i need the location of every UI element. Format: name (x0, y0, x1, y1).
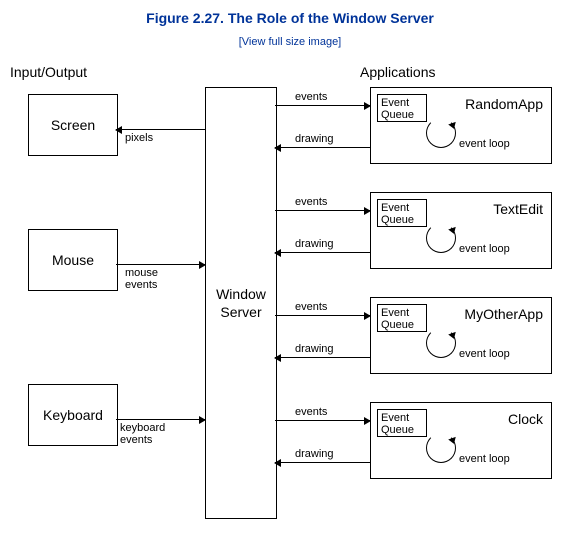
app-name: RandomApp (465, 96, 543, 112)
event-queue-box: EventQueue (377, 94, 427, 122)
event-queue-box: EventQueue (377, 409, 427, 437)
arrow-label-drawing: drawing (295, 133, 334, 145)
arrow-label-drawing: drawing (295, 238, 334, 250)
event-loop-icon (426, 223, 456, 253)
arrow-keyboard (116, 419, 205, 420)
event-queue-box: EventQueue (377, 304, 427, 332)
app-box: EventQueue RandomApp event loop (370, 87, 552, 164)
io-box-label: Screen (51, 117, 95, 133)
io-box-label: Mouse (52, 252, 94, 268)
arrow-drawing (275, 252, 370, 253)
diagram: Input/Output Applications Screen Mouse K… (0, 54, 580, 534)
arrow-label-pixels: pixels (125, 132, 153, 144)
io-box-label: Keyboard (43, 407, 103, 423)
app-name: Clock (508, 411, 543, 427)
app-name: MyOtherApp (464, 306, 543, 322)
arrow-drawing (275, 357, 370, 358)
arrow-events (275, 315, 370, 316)
event-loop-label: event loop (459, 453, 510, 465)
event-loop-label: event loop (459, 138, 510, 150)
window-server-box: WindowServer (205, 87, 277, 519)
arrow-drawing (275, 147, 370, 148)
arrow-label-drawing: drawing (295, 448, 334, 460)
app-box: EventQueue Clock event loop (370, 402, 552, 479)
apps-section-label: Applications (360, 64, 436, 80)
io-section-label: Input/Output (10, 64, 87, 80)
arrow-label-events: events (295, 301, 327, 313)
arrow-events (275, 210, 370, 211)
app-box: EventQueue MyOtherApp event loop (370, 297, 552, 374)
figure-title: Figure 2.27. The Role of the Window Serv… (0, 0, 580, 26)
io-box-screen: Screen (28, 94, 118, 156)
app-name: TextEdit (493, 201, 543, 217)
view-full-link[interactable]: [View full size image] (0, 36, 580, 48)
event-loop-icon (426, 118, 456, 148)
arrow-label-keyboard: keyboardevents (120, 422, 165, 446)
arrow-events (275, 105, 370, 106)
window-server-label: WindowServer (216, 285, 266, 321)
arrow-events (275, 420, 370, 421)
arrow-pixels (116, 129, 205, 130)
arrow-label-events: events (295, 406, 327, 418)
event-loop-label: event loop (459, 243, 510, 255)
app-box: EventQueue TextEdit event loop (370, 192, 552, 269)
arrow-label-events: events (295, 91, 327, 103)
arrow-label-mouse: mouseevents (125, 267, 158, 291)
arrow-label-events: events (295, 196, 327, 208)
event-loop-label: event loop (459, 348, 510, 360)
arrow-drawing (275, 462, 370, 463)
arrow-label-drawing: drawing (295, 343, 334, 355)
event-loop-icon (426, 328, 456, 358)
event-loop-icon (426, 433, 456, 463)
io-box-keyboard: Keyboard (28, 384, 118, 446)
event-queue-box: EventQueue (377, 199, 427, 227)
arrow-mouse (116, 264, 205, 265)
io-box-mouse: Mouse (28, 229, 118, 291)
